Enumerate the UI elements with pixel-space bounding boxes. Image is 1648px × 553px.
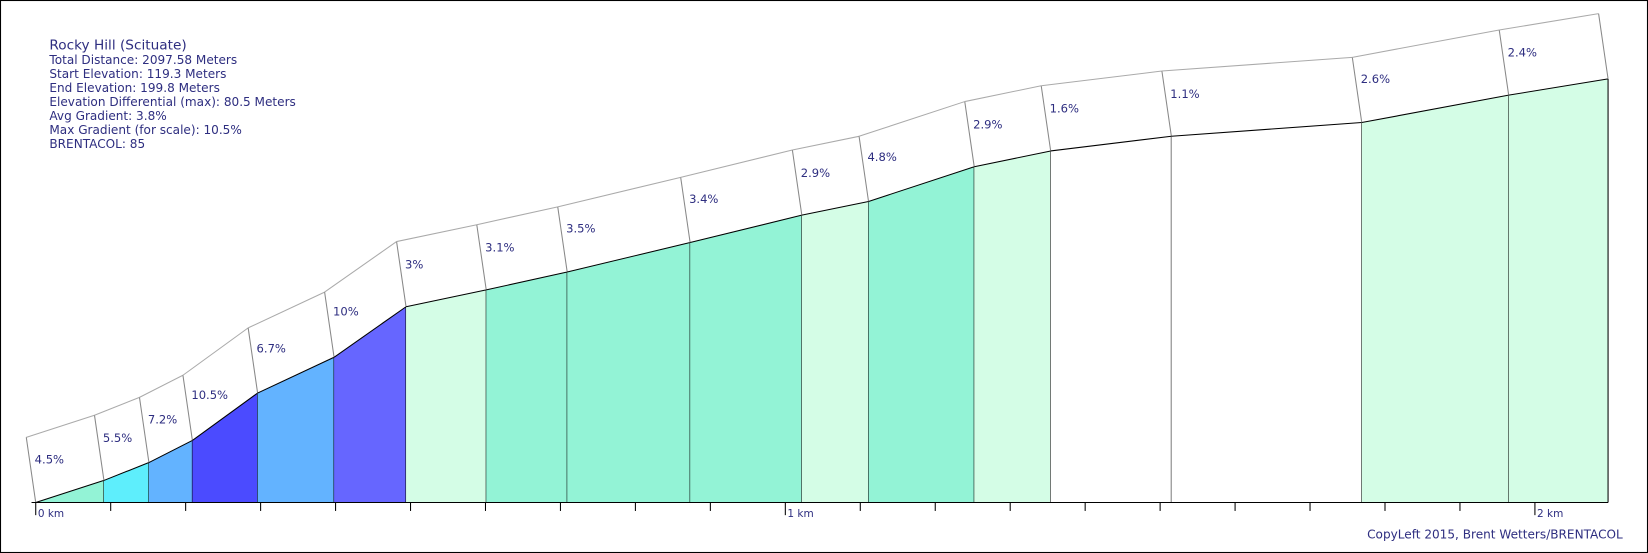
x-tick-label: 0 km (38, 508, 64, 520)
profile-edge (333, 306, 407, 358)
x-tick-label: 1 km (787, 508, 813, 520)
profile-edge (1171, 122, 1362, 137)
profile-edge (486, 271, 568, 291)
gradient-label: 1.6% (1050, 102, 1079, 116)
gradient-label: 4.8% (867, 150, 896, 164)
info-line: Elevation Differential (max): 80.5 Meter… (49, 95, 295, 109)
segment (103, 462, 149, 503)
profile-edge (257, 356, 335, 394)
gradient-label: 10% (333, 304, 359, 318)
info-line: BRENTACOL: 85 (49, 137, 145, 151)
profile-edge (974, 150, 1051, 168)
gradient-label: 2.9% (801, 166, 830, 180)
gradient-label: 2.6% (1361, 72, 1390, 86)
gradient-label: 3.4% (689, 192, 718, 206)
x-tick-label: 2 km (1537, 508, 1563, 520)
label-band-divider (247, 327, 259, 394)
info-line: Max Gradient (for scale): 10.5% (49, 123, 241, 137)
label-band-divider (138, 397, 150, 463)
profile-edge (35, 479, 105, 504)
label-band-divider (396, 241, 407, 307)
segment (334, 306, 407, 503)
gradient-label: 3.5% (566, 221, 595, 235)
label-band-divider (1498, 29, 1510, 96)
info-line: Total Distance: 2097.58 Meters (48, 53, 237, 67)
label-band-divider (182, 375, 193, 441)
gradient-label: 4.5% (35, 453, 64, 467)
segment (1050, 136, 1172, 503)
profile-edge (868, 166, 975, 202)
label-band-top (792, 135, 860, 151)
footer: CopyLeft 2015, Brent Wetters/BRENTACOL (1367, 527, 1623, 541)
label-band-divider (1351, 57, 1363, 123)
gradient-label: 5.5% (103, 431, 132, 445)
info-line: Start Elevation: 119.3 Meters (49, 67, 226, 81)
label-band-divider (25, 437, 37, 503)
gradient-label: 3.1% (485, 240, 514, 254)
label-band-top (476, 206, 558, 226)
label-band-top (858, 101, 965, 137)
profile-edge (1508, 78, 1609, 96)
label-band-divider (557, 206, 568, 273)
profile-edge (801, 200, 869, 216)
label-band-divider (858, 136, 870, 202)
profile-edge (405, 289, 487, 308)
label-band-top (26, 414, 95, 438)
segment (1361, 95, 1509, 503)
label-band-divider (93, 415, 105, 481)
segment (690, 215, 802, 503)
segment (801, 201, 869, 503)
segment (148, 440, 193, 503)
profile-edge (567, 242, 691, 273)
segment (974, 150, 1051, 503)
segment (567, 242, 691, 503)
segment (1171, 122, 1362, 503)
label-band-divider (791, 149, 803, 216)
label-band-top (1352, 29, 1500, 58)
label-band-divider (1598, 13, 1609, 79)
label-band-divider (324, 292, 335, 358)
segment (868, 166, 975, 503)
label-band-divider (964, 101, 975, 167)
gradient-label: 2.4% (1508, 46, 1537, 60)
label-band-top (1499, 13, 1599, 31)
info-line: End Elevation: 199.8 Meters (49, 81, 219, 95)
label-band-top (139, 374, 184, 398)
profile-edge (1361, 94, 1509, 124)
label-band-top (1041, 70, 1162, 87)
gradient-label: 10.5% (191, 388, 228, 402)
gradient-label: 3% (405, 257, 423, 271)
gradient-label: 2.9% (973, 117, 1002, 131)
label-band-top (964, 85, 1042, 103)
label-band-top (557, 176, 681, 208)
profile-edge (1050, 135, 1172, 152)
label-band-divider (1161, 70, 1172, 137)
gradient-label: 1.1% (1170, 87, 1199, 101)
label-band-divider (1040, 85, 1052, 152)
label-band-top (680, 149, 793, 178)
profile-edge (103, 462, 150, 481)
chart-title: Rocky Hill (Scituate) (49, 37, 186, 53)
label-band-top (94, 396, 140, 416)
profile-edge (148, 439, 193, 464)
segment (1508, 78, 1609, 503)
profile-edge (192, 392, 258, 441)
profile-edge (690, 214, 802, 244)
gradient-label: 6.7% (257, 342, 286, 356)
info-line: Avg Gradient: 3.8% (49, 109, 166, 123)
label-band-top (247, 291, 325, 329)
label-band-top (182, 327, 249, 376)
label-band-divider (680, 177, 691, 243)
label-band-top (324, 241, 397, 293)
label-band-top (396, 224, 477, 243)
label-band-top (1161, 56, 1353, 72)
segment (486, 272, 568, 503)
gradient-label: 7.2% (148, 413, 177, 427)
segment (257, 357, 335, 503)
segment (192, 393, 258, 503)
label-band-divider (476, 224, 487, 290)
segment (406, 289, 487, 503)
